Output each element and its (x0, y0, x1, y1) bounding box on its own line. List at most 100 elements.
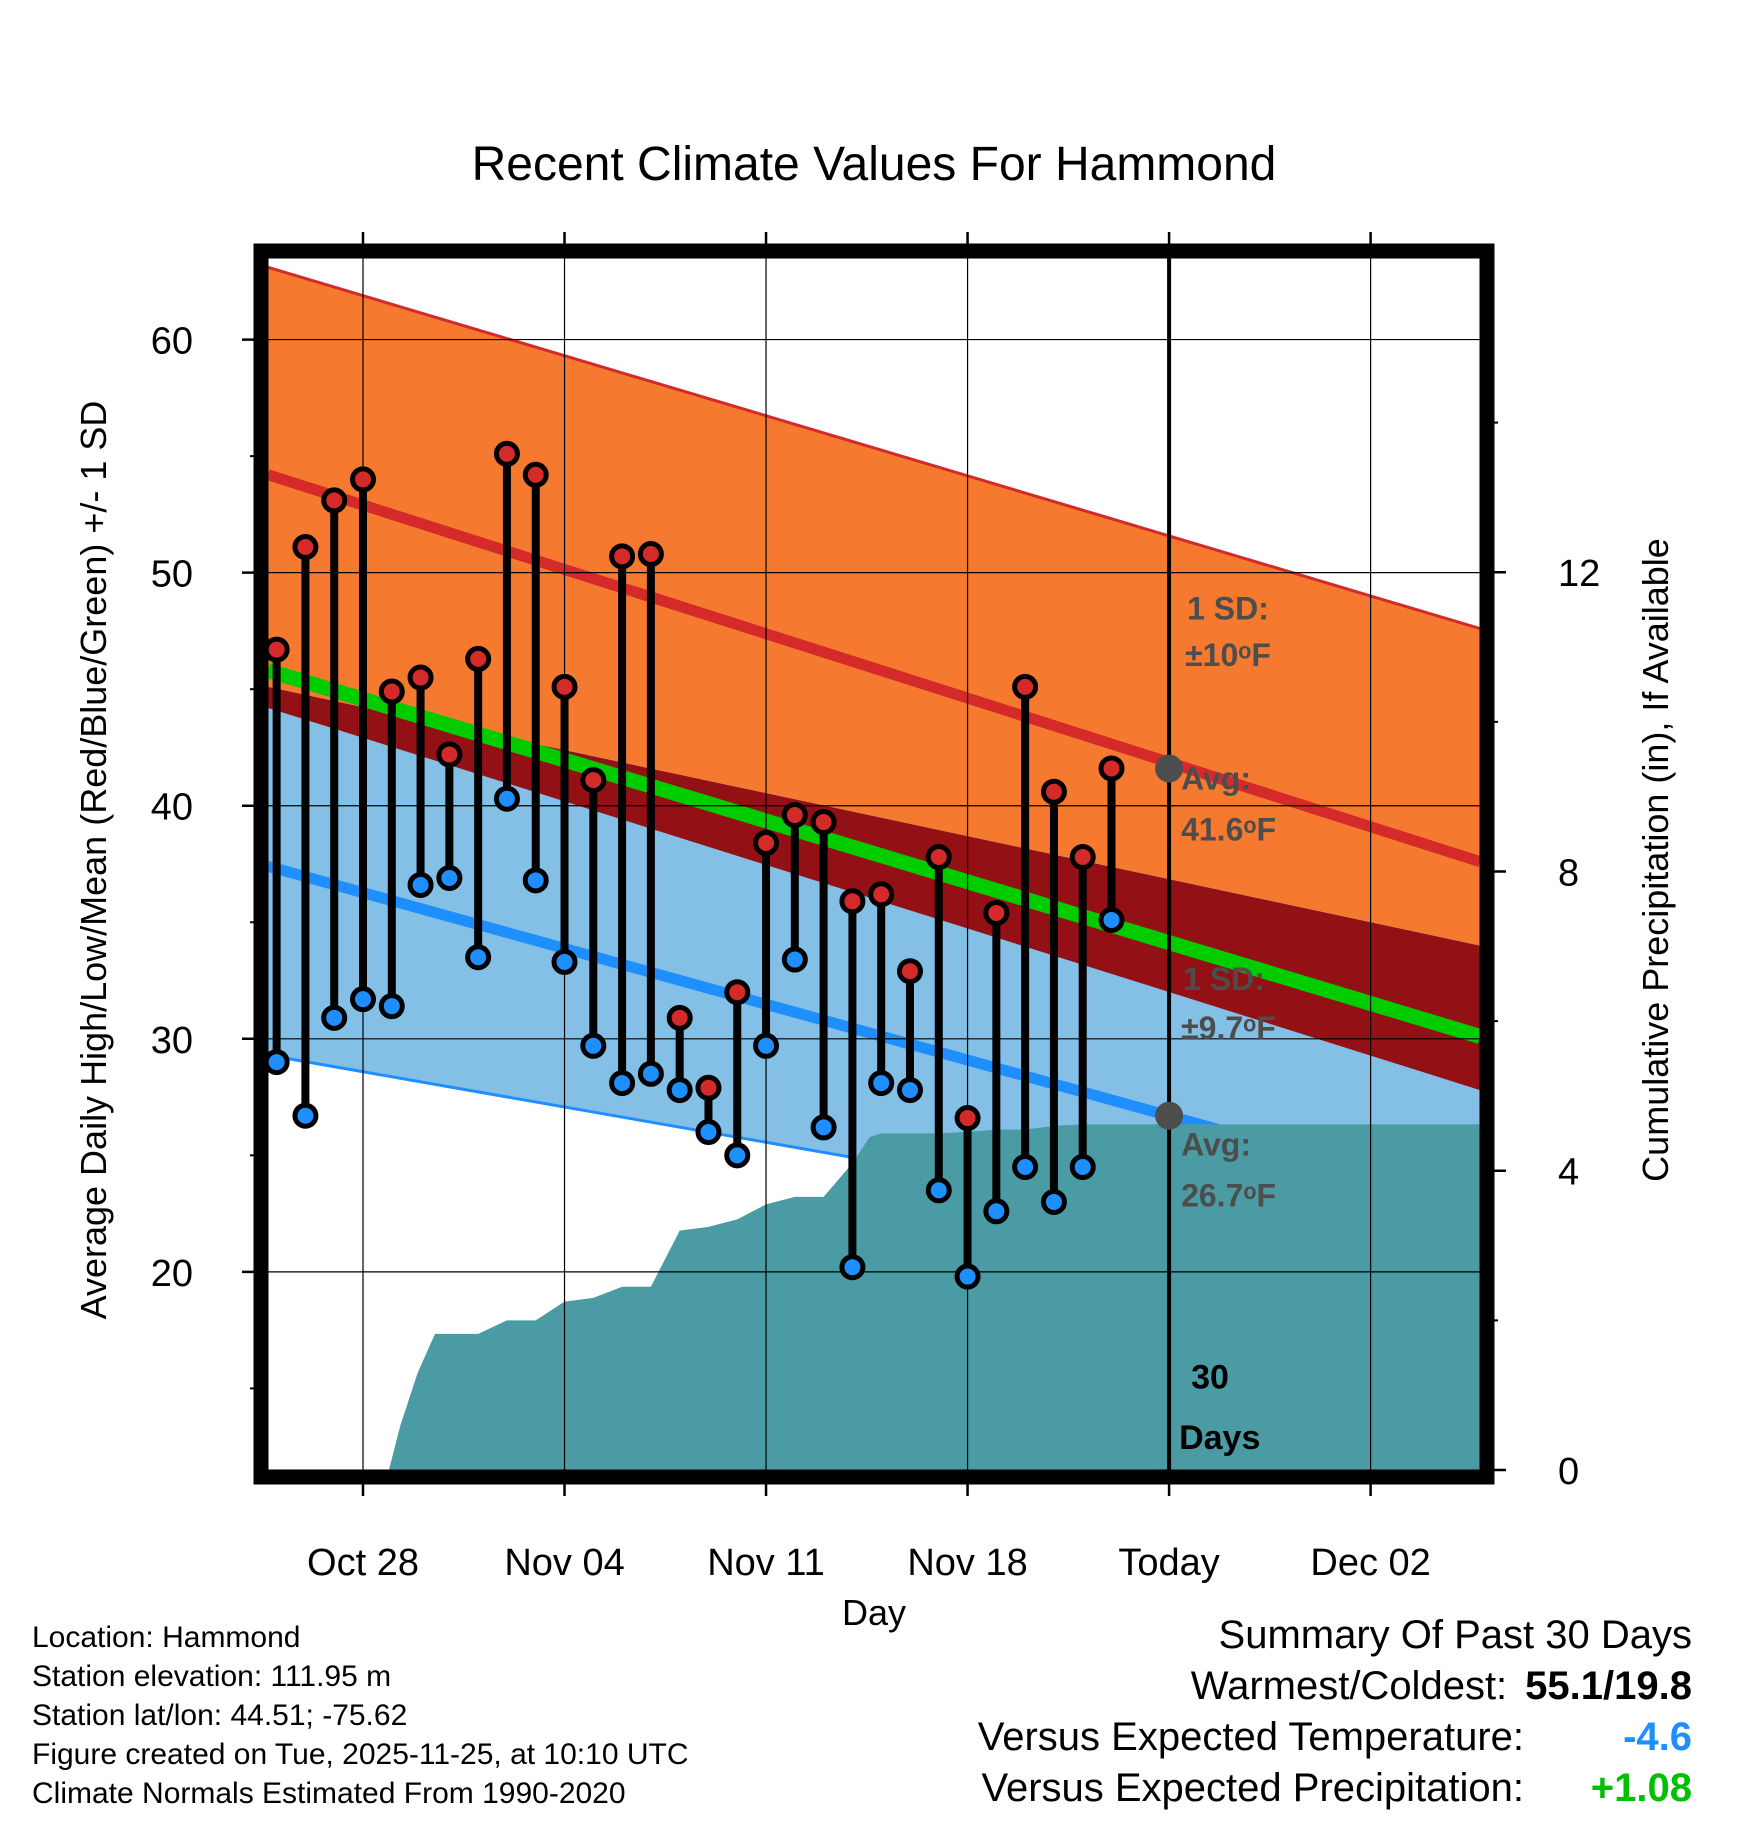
y-tick-label: 40 (151, 787, 193, 829)
low-avg-marker (1155, 1101, 1184, 1130)
created-text: Figure created on Tue, 2025-11-25, at 10… (32, 1738, 689, 1771)
high-avg-value: 41.6ᵒF (1181, 812, 1276, 848)
high-avg-label: Avg: (1181, 760, 1251, 796)
high-point (292, 534, 319, 561)
low-point (1069, 1154, 1096, 1180)
high-point (350, 466, 377, 493)
station-info: Location: Hammond Station elevation: 111… (32, 1618, 689, 1813)
high-point (522, 461, 549, 488)
high-point (263, 636, 290, 663)
high-point (781, 802, 808, 829)
precip-label: Versus Expected Precipitation: (981, 1766, 1524, 1810)
high-sd-value: ±10ᵒF (1185, 637, 1271, 673)
low-sd-value: ±9.7ᵒF (1181, 1010, 1276, 1046)
y2-tick-label: 4 (1558, 1152, 1579, 1194)
low-point (551, 948, 578, 975)
low-point (378, 993, 405, 1020)
high-point (407, 664, 434, 691)
chart-title: Recent Climate Values For Hammond (472, 138, 1277, 191)
low-point (925, 1177, 952, 1204)
low-point (436, 864, 463, 891)
low-point (896, 1077, 923, 1104)
high-point (1098, 755, 1125, 782)
high-point (493, 440, 520, 467)
mean-normal-line (268, 663, 1480, 1044)
low-point (580, 1032, 607, 1059)
low-point (983, 1198, 1010, 1225)
high-point (695, 1074, 722, 1101)
high-point (378, 678, 405, 705)
temp-value: -4.6 (1623, 1715, 1692, 1759)
high-point (551, 673, 578, 700)
low-point (954, 1263, 981, 1290)
y-axis-right-label: Cumulative Precipitation (in), If Availa… (1635, 538, 1676, 1182)
low-point (695, 1119, 722, 1146)
high-point (321, 487, 348, 514)
x-tick-label: Oct 28 (307, 1542, 419, 1584)
high-point (580, 767, 607, 794)
high-sd-label: 1 SD: (1187, 590, 1269, 626)
low-point (493, 785, 520, 812)
high-point (896, 958, 923, 985)
temp-label: Versus Expected Temperature: (977, 1715, 1524, 1759)
x-tick-label: Dec 02 (1310, 1542, 1430, 1584)
high-point (724, 979, 751, 1006)
high-point (1069, 844, 1096, 871)
precip-area (388, 1124, 1480, 1470)
high-point (436, 741, 463, 768)
low-point (263, 1049, 290, 1076)
y2-tick-label: 0 (1558, 1451, 1579, 1493)
x-tick-label: Nov 04 (504, 1542, 624, 1584)
location-text: Location: Hammond (32, 1621, 301, 1654)
low-point (522, 867, 549, 894)
low-point (465, 944, 492, 971)
days-word: Days (1179, 1419, 1260, 1457)
normals-text: Climate Normals Estimated From 1990-2020 (32, 1777, 626, 1810)
y-tick-label: 20 (151, 1253, 193, 1295)
y2-tick-label: 8 (1558, 852, 1579, 894)
y-tick-label: 60 (151, 321, 193, 363)
high-point (810, 809, 837, 836)
high-point (666, 1004, 693, 1031)
high-point (609, 543, 636, 570)
low-point (810, 1114, 837, 1141)
low-point (868, 1070, 895, 1097)
summary-title: Summary Of Past 30 Days (1218, 1613, 1692, 1657)
days-number: 30 (1191, 1358, 1229, 1396)
summary-warm-cold: Warmest/Coldest: 55.1/19.8 (978, 1661, 1692, 1712)
low-sd-label: 1 SD: (1183, 961, 1265, 997)
warm-cold-label: Warmest/Coldest: (1190, 1664, 1508, 1708)
latlon-text: Station lat/lon: 44.51; -75.62 (32, 1699, 408, 1732)
y-axis-left-label: Average Daily High/Low/Mean (Red/Blue/Gr… (73, 401, 114, 1320)
low-point (407, 871, 434, 898)
low-point (666, 1077, 693, 1104)
summary-panel: Summary Of Past 30 Days Warmest/Coldest:… (978, 1610, 1692, 1814)
high-point (1012, 673, 1039, 700)
low-point (839, 1254, 866, 1281)
high-normal-line (268, 469, 1480, 867)
elevation-text: Station elevation: 111.95 m (32, 1660, 392, 1693)
low-point (350, 986, 377, 1013)
x-tick-label: Nov 11 (707, 1542, 825, 1584)
low-point (753, 1032, 780, 1059)
high-point (954, 1105, 981, 1132)
low-point (609, 1070, 636, 1097)
high-upper-line (268, 265, 1480, 631)
low-avg-value: 26.7ᵒF (1181, 1178, 1276, 1214)
warm-cold-value: 55.1/19.8 (1525, 1664, 1692, 1708)
high-avg-marker (1155, 754, 1184, 783)
summary-temp: Versus Expected Temperature: -4.6 (978, 1712, 1692, 1763)
y-tick-label: 30 (151, 1020, 193, 1062)
plot-frame (253, 243, 1495, 1485)
y2-tick-label: 12 (1558, 553, 1600, 595)
low-point (1098, 906, 1125, 933)
summary-precip: Versus Expected Precipitation: +1.08 (978, 1763, 1692, 1814)
high-point (637, 541, 664, 568)
low-point (1012, 1154, 1039, 1180)
high-point (839, 888, 866, 915)
x-tick-label: Today (1118, 1542, 1219, 1584)
x-tick-label: Nov 18 (907, 1542, 1027, 1584)
high-point (465, 645, 492, 672)
low-point (1040, 1188, 1067, 1215)
